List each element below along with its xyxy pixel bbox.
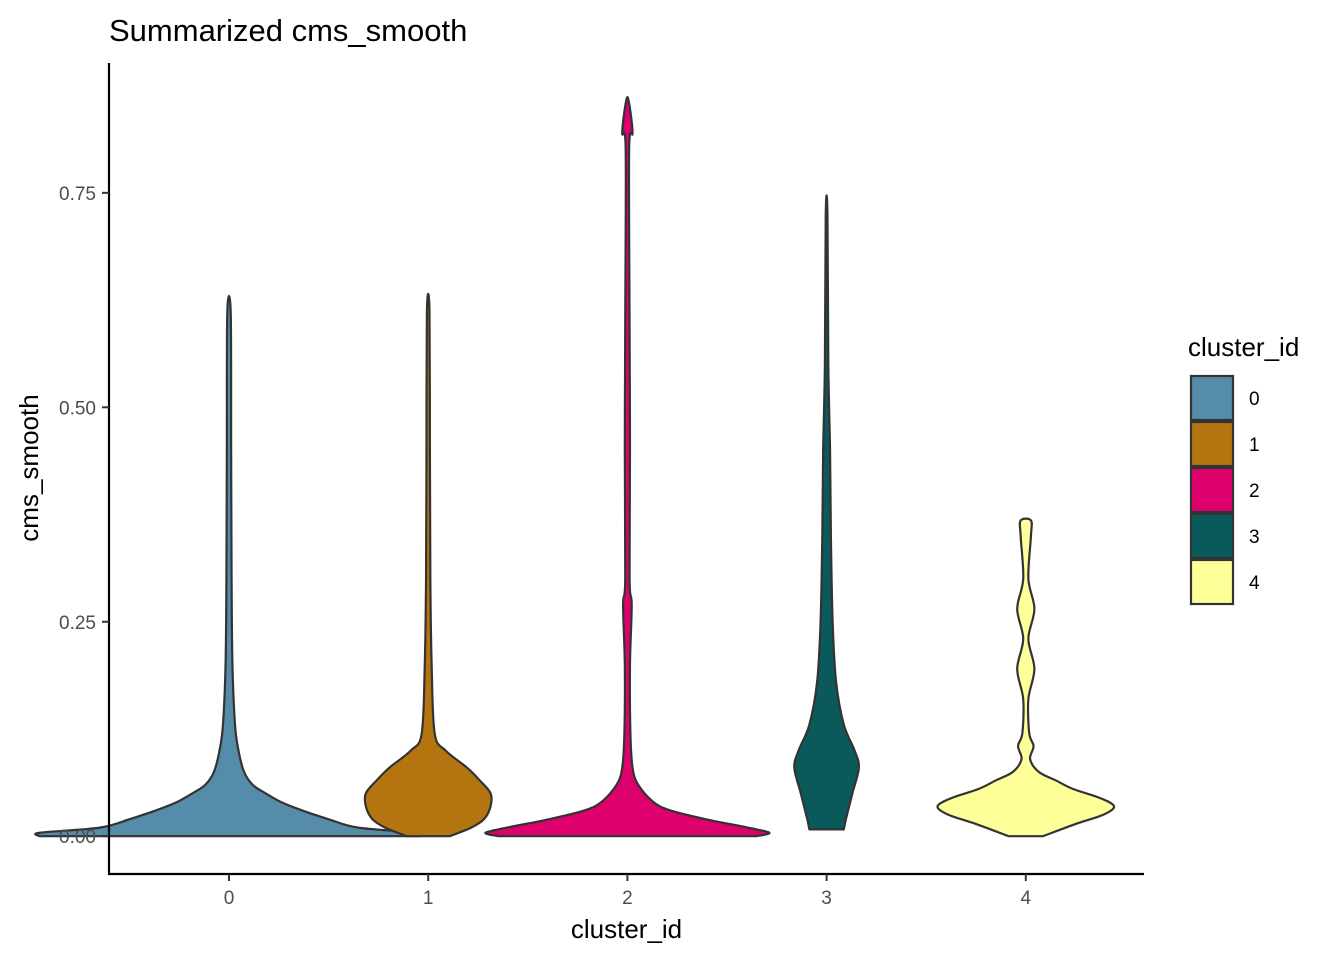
legend-key-2: [1189, 466, 1235, 514]
y-tick-label: 0.50: [59, 398, 96, 419]
legend-key-3: [1189, 512, 1235, 560]
legend-label-0: 0: [1249, 389, 1260, 410]
chart-title: Summarized cms_smooth: [109, 13, 467, 48]
violin-cluster-4: [936, 517, 1116, 838]
legend-title: cluster_id: [1188, 332, 1299, 362]
legend-key-4: [1189, 558, 1235, 606]
x-tick-label: 0: [224, 888, 235, 909]
violin-cluster-3: [793, 194, 860, 831]
x-ticks: 0 1 2 3 4: [224, 874, 1032, 909]
legend-label-2: 2: [1249, 481, 1260, 502]
legend-key-1: [1189, 420, 1235, 468]
x-tick-label: 1: [423, 888, 434, 909]
legend: cluster_id 0 1 2 3 4: [1188, 332, 1299, 606]
x-tick-label: 4: [1021, 888, 1032, 909]
x-tick-label: 3: [821, 888, 832, 909]
legend-label-1: 1: [1249, 435, 1260, 456]
y-tick-label: 0.00: [59, 827, 96, 848]
y-axis-title: cms_smooth: [14, 394, 44, 541]
violin-cluster-0: [34, 294, 424, 838]
legend-key-0: [1189, 374, 1235, 422]
y-ticks: 0.00 0.25 0.50 0.75: [59, 184, 109, 848]
y-tick-label: 0.75: [59, 184, 96, 205]
legend-label-4: 4: [1249, 573, 1260, 594]
violin-cluster-1: [363, 292, 493, 838]
x-tick-label: 2: [622, 888, 633, 909]
y-tick-label: 0.25: [59, 613, 96, 634]
x-axis-title: cluster_id: [571, 914, 682, 944]
legend-label-3: 3: [1249, 527, 1260, 548]
violin-layer: [34, 96, 1116, 838]
violin-cluster-2: [484, 96, 771, 838]
